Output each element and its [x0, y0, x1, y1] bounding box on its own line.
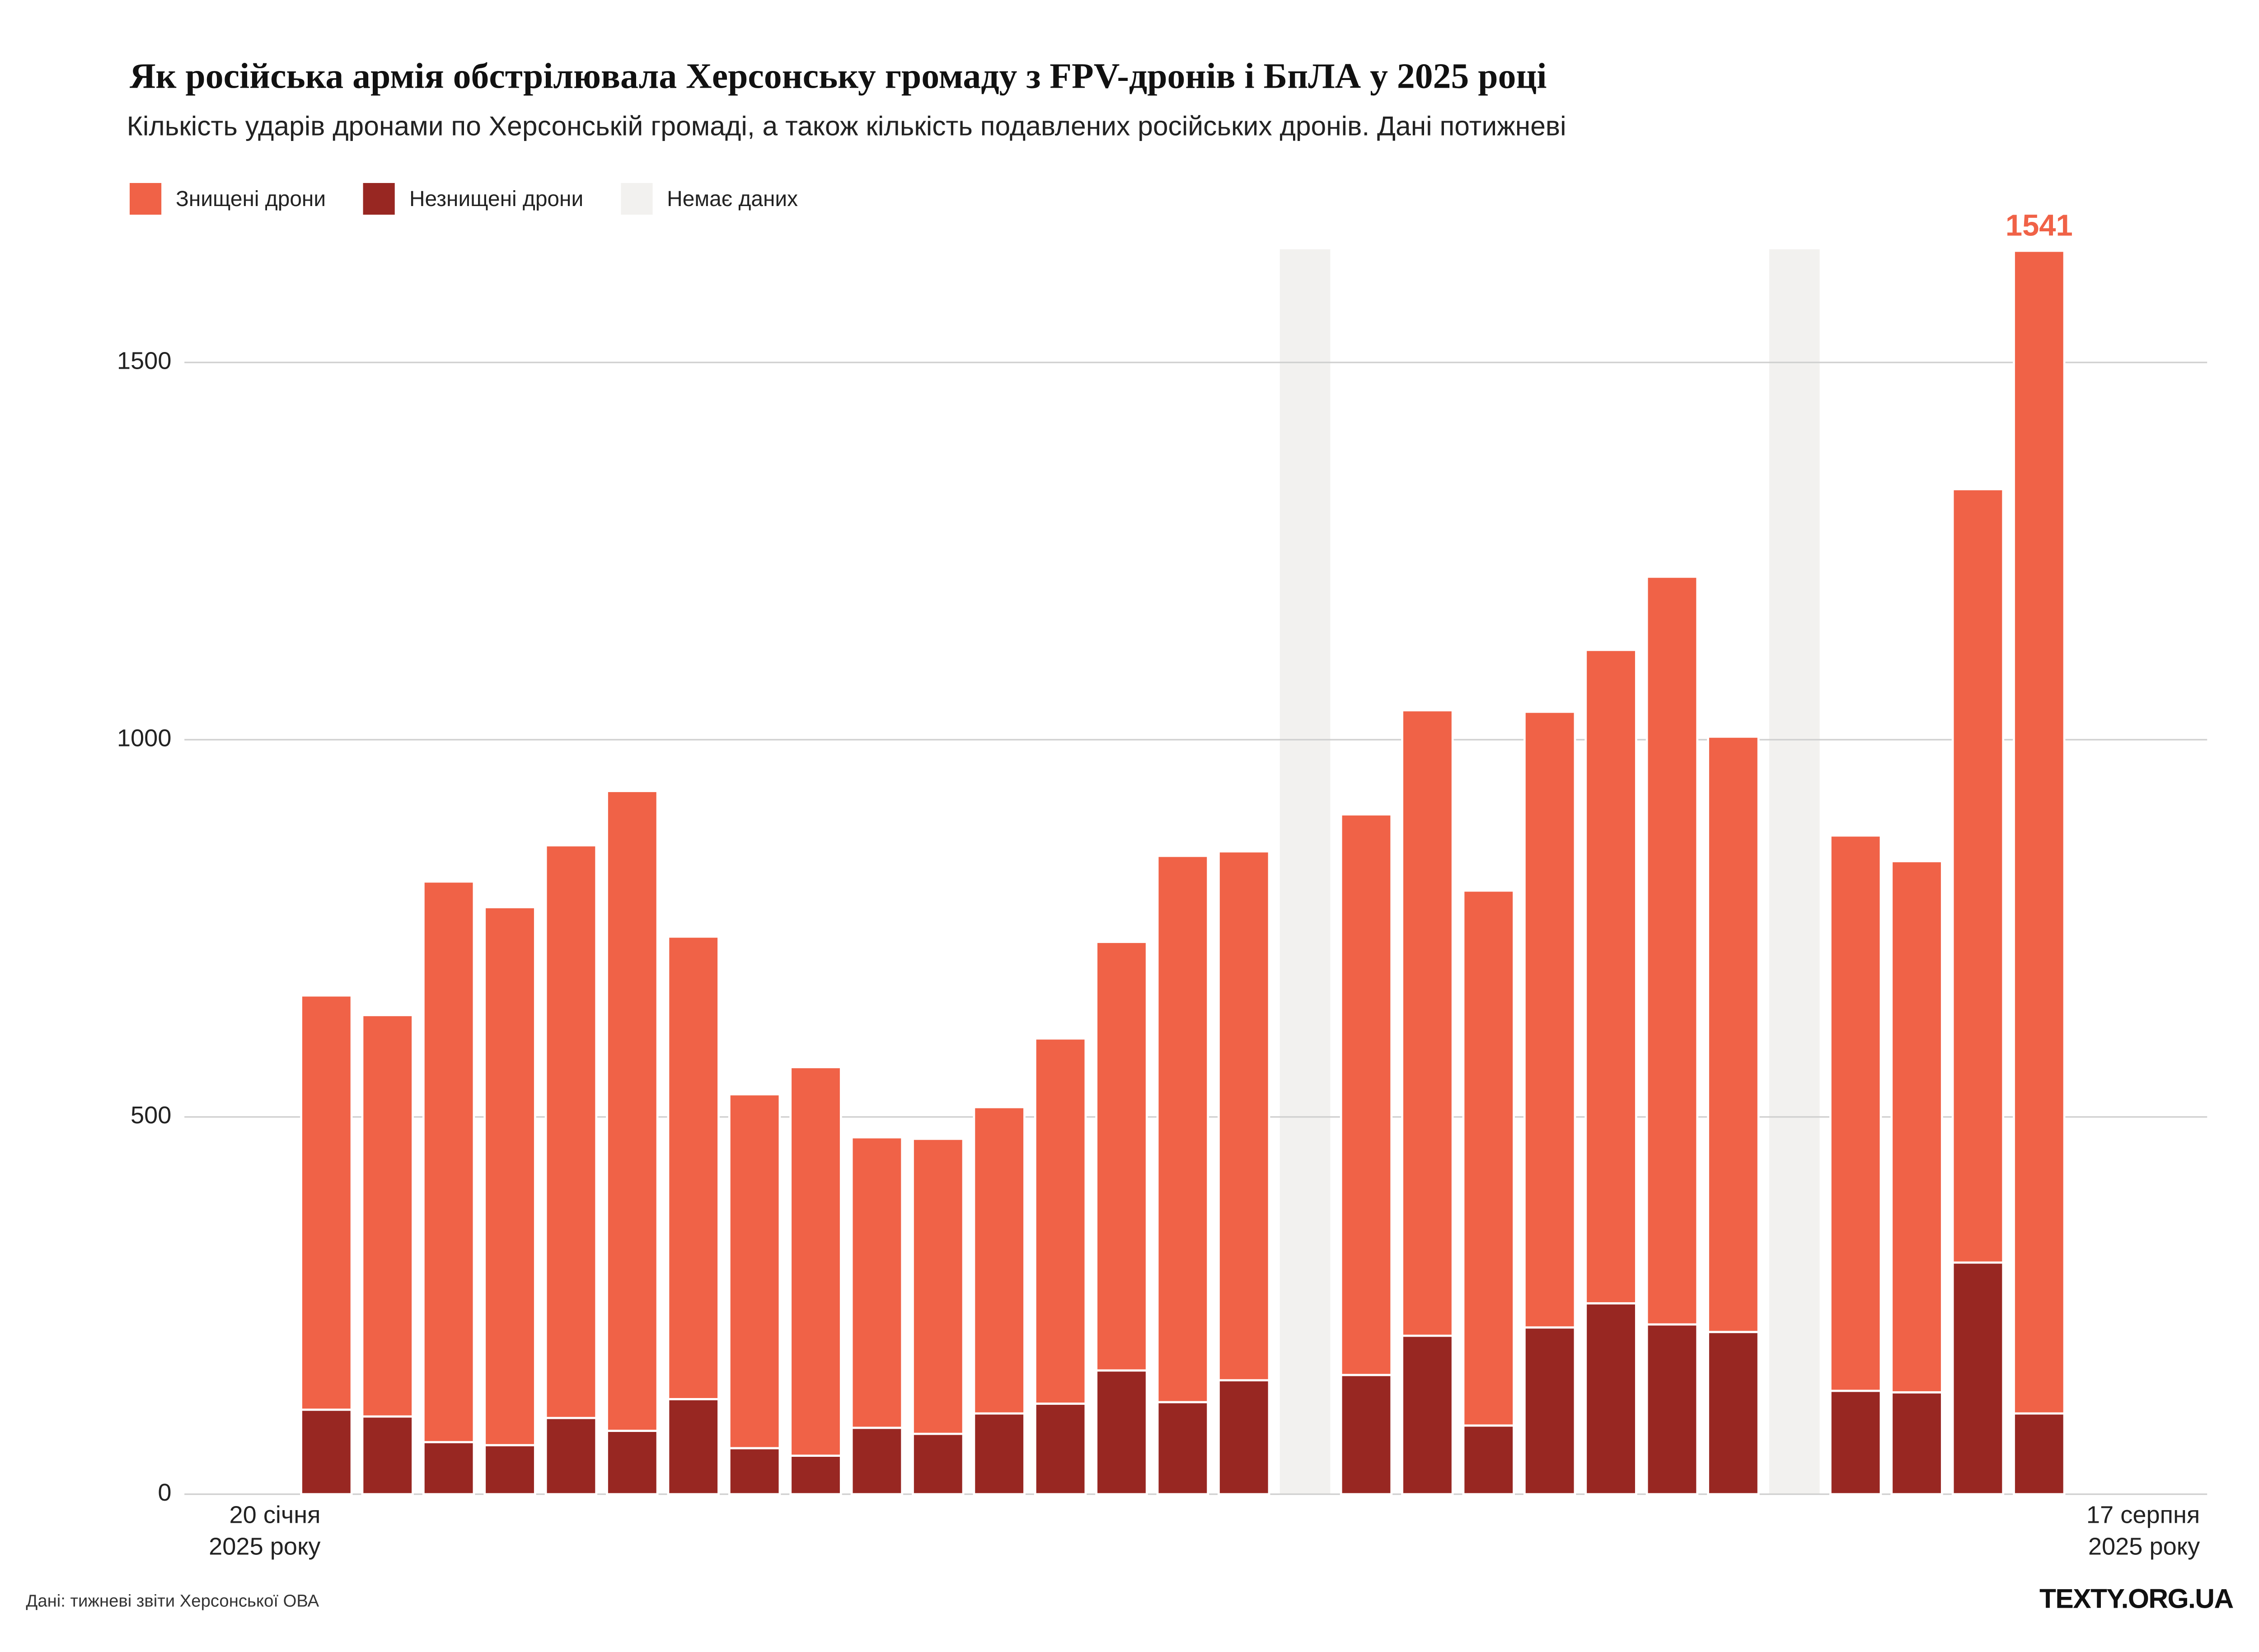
bar-segment — [1156, 854, 1209, 1403]
bar-segment — [1340, 1374, 1393, 1496]
bar-segment — [1890, 1391, 1943, 1496]
bar-segment — [728, 1093, 781, 1450]
bar-segment — [483, 906, 536, 1446]
legend-swatch — [363, 183, 395, 215]
bar-segment — [2013, 249, 2066, 1415]
bar-segment — [850, 1427, 904, 1496]
legend-label: Знищені дрони — [176, 186, 326, 211]
legend-label: Немає даних — [667, 186, 798, 211]
no-data-band — [1769, 249, 1820, 1494]
chart-subtitle: Кількість ударів дронами по Херсонській … — [127, 112, 1566, 143]
y-tick-label: 1000 — [117, 724, 172, 751]
bar-segment — [667, 935, 720, 1400]
bar-segment — [1645, 575, 1699, 1326]
y-tick-label: 0 — [158, 1479, 171, 1506]
x-tick-label: 17 серпня 2025 року — [2086, 1501, 2200, 1561]
legend: Знищені дрони Незнищені дрони Немає даних — [129, 183, 798, 215]
bar-segment — [606, 1430, 659, 1496]
bar-segment — [1951, 488, 2005, 1264]
bar-segment — [1095, 1369, 1148, 1496]
legend-swatch — [129, 183, 162, 215]
y-tick-label: 500 — [131, 1102, 171, 1129]
bar-segment — [2013, 1412, 2066, 1496]
bar-segment — [973, 1106, 1026, 1415]
bar-segment — [422, 880, 475, 1443]
bar-segment — [850, 1136, 904, 1429]
bar-segment — [1401, 1334, 1454, 1496]
brand: TEXTY.ORG.UA — [2039, 1585, 2234, 1615]
bar-segment — [361, 1014, 414, 1418]
legend-label: Незнищені дрони — [409, 186, 584, 211]
legend-item: Немає даних — [621, 183, 798, 215]
bar-segment — [789, 1455, 842, 1496]
bar-segment — [1462, 889, 1515, 1427]
legend-swatch — [621, 183, 653, 215]
bar-segment — [1829, 834, 1882, 1392]
bar-segment — [1523, 1326, 1576, 1496]
bar-segment — [1034, 1403, 1087, 1496]
bar-segment — [1218, 1379, 1270, 1496]
bar-segment — [912, 1137, 965, 1435]
bar-segment — [1584, 648, 1637, 1305]
bar-segment — [1218, 850, 1270, 1382]
bar-segment — [1340, 813, 1393, 1376]
value-label: 1541 — [2006, 209, 2073, 243]
bar-segment — [544, 1417, 598, 1496]
bar-segment — [667, 1398, 720, 1496]
bar-segment — [973, 1412, 1026, 1496]
legend-item: Незнищені дрони — [363, 183, 583, 215]
bar-segment — [789, 1066, 842, 1457]
chart-title: Як російська армія обстрілювала Херсонсь… — [129, 57, 1547, 97]
bar-segment — [1707, 735, 1760, 1333]
bar-segment — [1829, 1389, 1882, 1496]
bar-segment — [912, 1432, 965, 1496]
bar-segment — [1645, 1323, 1699, 1496]
bar-segment — [1584, 1302, 1637, 1496]
bar-segment — [1095, 941, 1148, 1372]
bar-segment — [483, 1444, 536, 1496]
bar-segment — [1401, 709, 1454, 1337]
y-tick-label: 1500 — [117, 347, 172, 374]
bar-segment — [422, 1441, 475, 1496]
x-tick-label: 20 січня 2025 року — [209, 1501, 321, 1561]
bar-segment — [1523, 710, 1576, 1329]
bar-segment — [1951, 1261, 2005, 1496]
bar-segment — [606, 790, 659, 1432]
bar-segment — [728, 1447, 781, 1496]
bar-segment — [1890, 860, 1943, 1394]
bar-segment — [300, 1408, 353, 1496]
bar-segment — [1034, 1037, 1087, 1405]
legend-item: Знищені дрони — [129, 183, 326, 215]
source-note: Дані: тижневі звіти Херсонської ОВА — [26, 1591, 319, 1611]
bar-segment — [1462, 1424, 1515, 1496]
bar-segment — [1707, 1331, 1760, 1496]
bar-segment — [361, 1415, 414, 1496]
no-data-band — [1279, 249, 1331, 1494]
bar-segment — [1156, 1401, 1209, 1496]
bar-segment — [300, 994, 353, 1411]
bar-segment — [544, 844, 598, 1419]
